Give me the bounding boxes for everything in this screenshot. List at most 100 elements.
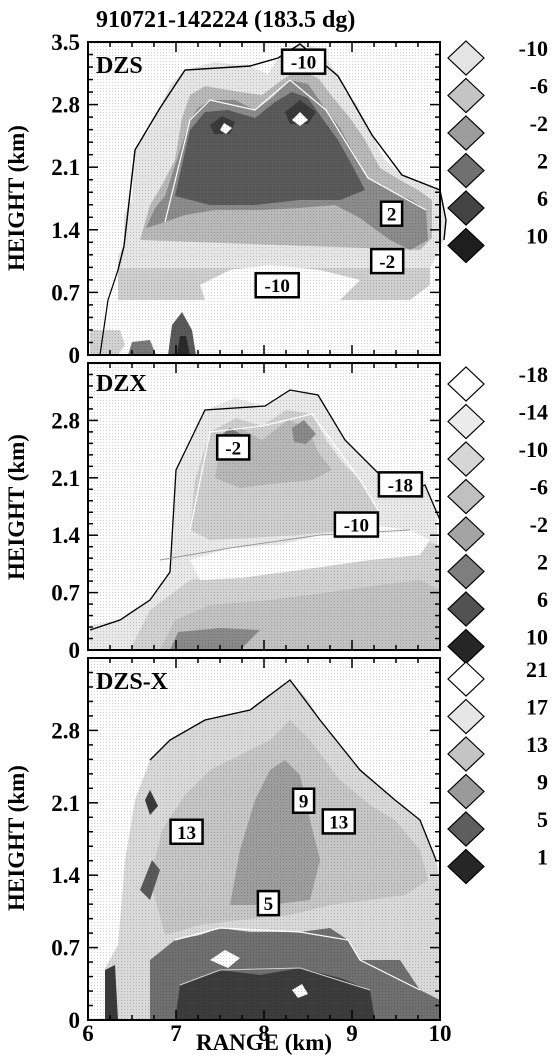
svg-text:-2: -2 [379,252,395,273]
y-tick-label: 2.1 [51,155,80,180]
contour-label: 9 [291,787,316,814]
y-tick-label: 1.4 [51,863,80,888]
svg-text:2: 2 [387,205,397,226]
legend-label: 10 [526,224,548,249]
contour-label: -10 [333,511,380,538]
legend-label: 2 [537,550,548,575]
y-tick-label: 0 [69,638,81,663]
legend-label: 6 [537,587,548,612]
legend-item: -2 [447,512,548,552]
panel-dzs-x-fill [88,658,440,1020]
legend-label: -14 [519,400,548,425]
legend-swatch [447,366,485,402]
legend-label: -2 [530,512,548,537]
y-tick-label: 0 [69,1008,81,1033]
y-tick-label: 0.7 [51,581,80,606]
panel-dzx-x-ticks [87,363,441,650]
panel-dzx-legend: -18 -14 -10 -6 -2 2 6 10 [447,362,548,665]
legend-item: -14 [447,400,548,440]
legend-label: -18 [519,362,548,387]
panel-dzx-y-axis-label: HEIGHT (km) [4,434,29,580]
y-tick-label: 2.1 [51,466,80,491]
x-tick-label: 8 [258,1021,270,1046]
y-tick-label: 0.7 [51,936,80,961]
y-tick-label: 2.1 [51,791,80,816]
legend-item: 9 [447,770,548,810]
legend-item: -6 [447,74,548,114]
panel-dzs-x-ticks [87,42,441,355]
legend-item: 2 [447,550,548,590]
contour-label: 13 [321,808,357,835]
panel-dzx-y-ticks: 0 0.7 1.4 2.1 2.8 [51,362,440,663]
legend-label: 2 [537,149,548,174]
legend-item: -2 [447,111,548,151]
panel-dzs-fill [88,42,447,356]
legend-swatch [447,591,485,627]
y-tick-label: 2.8 [51,718,80,743]
legend-swatch [447,403,485,440]
contour-label: -2 [215,434,251,461]
legend-swatch [447,227,485,264]
legend-swatch [447,478,485,515]
legend-label: 17 [526,695,548,720]
legend-item: -18 [447,362,548,402]
contour-label: -10 [254,271,300,299]
panel-dzs-annotations: -10 2 -2 -10 [254,48,405,299]
legend-swatch [447,628,485,665]
legend-label: -10 [519,36,548,61]
legend-label: -2 [530,111,548,136]
legend-item: 10 [447,224,548,264]
legend-label: -6 [530,475,548,500]
svg-text:5: 5 [264,894,274,915]
panel-dzs-y-axis-label: HEIGHT (km) [4,125,29,271]
legend-swatch [447,516,485,552]
panel-dzs-x-label: DZS-X [96,669,169,695]
y-tick-label: 3.5 [51,30,80,55]
y-tick-label: 0 [69,343,81,368]
panel-dzs-x: DZS-X 0 0.7 1.4 2.1 2.8 9 13 13 5 HEIGHT (km) 2… [4,657,548,1033]
legend-swatch [447,661,485,697]
legend-label: -6 [530,74,548,99]
legend-swatch [447,773,485,810]
legend-swatch [447,736,485,772]
legend-item: 21 [447,657,548,697]
x-tick-label: 7 [170,1021,182,1046]
legend-label: 9 [537,770,548,795]
legend-swatch [447,811,485,847]
panel-dzs-x-y-ticks: 0 0.7 1.4 2.1 2.8 [51,657,440,1033]
legend-swatch [447,77,485,114]
legend-swatch [447,553,485,590]
y-tick-label: 2.8 [51,93,80,118]
panel-dzx-fill [88,363,441,650]
legend-item: 1 [447,845,548,885]
figure-title: 910721-142224 (183.5 dg) [96,7,355,33]
contour-label: 2 [379,200,404,227]
svg-text:-2: -2 [225,438,241,459]
legend-label: 13 [526,732,548,757]
panel-dzs: DZS 0 0.7 1.4 2.1 2.8 3.5 -10 2 -2 -10 HEIGHT (k… [4,30,548,368]
legend-item: 17 [447,695,548,735]
panel-dzs-x-legend: 21 17 13 9 5 1 [447,657,548,885]
legend-item: 13 [447,732,548,772]
legend-item: -10 [447,36,548,76]
svg-text:13: 13 [329,812,348,833]
legend-swatch [447,152,485,189]
legend-swatch [447,40,485,76]
svg-text:13: 13 [177,823,196,844]
legend-swatch [447,698,485,735]
x-tick-label: 9 [346,1021,358,1046]
panel-dzx-label: DZX [96,371,147,397]
legend-item: 6 [447,186,548,226]
panel-dzs-label: DZS [96,53,143,79]
x-axis-label: RANGE (km) [196,1030,332,1055]
x-tick-labels: 6 7 8 9 10 [82,1021,451,1046]
svg-text:-10: -10 [265,276,290,297]
legend-label: 10 [526,625,548,650]
contour-label: -10 [280,48,327,75]
panel-dzs-y-ticks: 0 0.7 1.4 2.1 2.8 3.5 [51,30,440,368]
x-tick-label: 10 [429,1021,452,1046]
legend-item: 5 [447,807,548,847]
panel-dzs-x-x-ticks [87,658,441,1020]
contour-label: -2 [369,247,405,275]
